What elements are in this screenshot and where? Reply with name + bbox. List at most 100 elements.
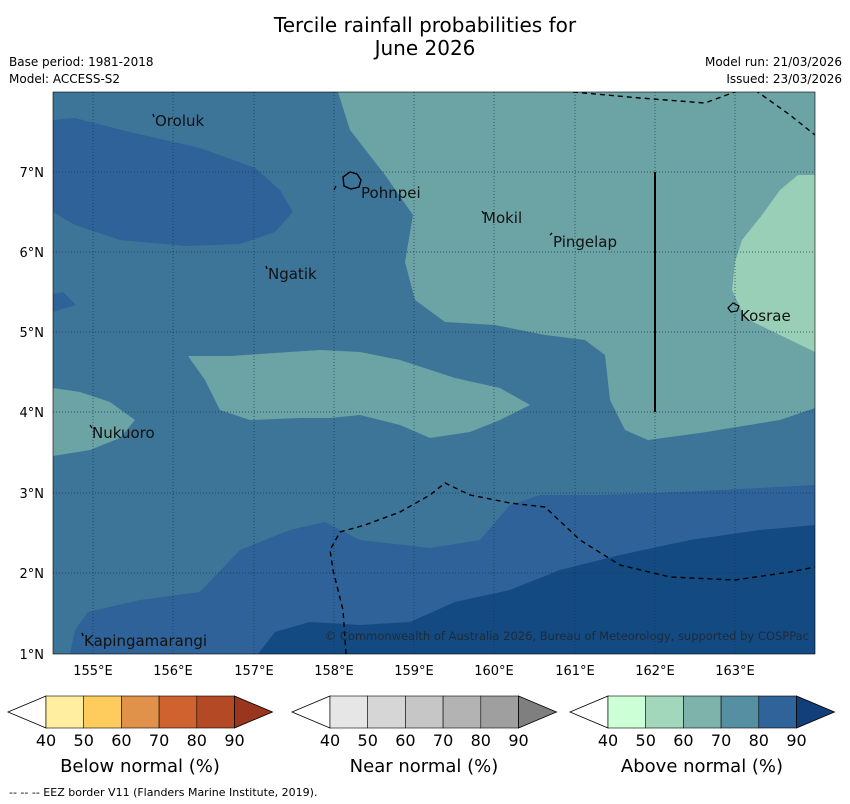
colorbar-titles: Below normal (%) Near normal (%) Above n… — [60, 756, 783, 777]
below-tick: 80 — [187, 731, 207, 750]
colorbar-below-normal: 40 50 60 70 80 90 — [6, 695, 274, 750]
label-kosrae: Kosrae — [740, 307, 791, 325]
page-title: Tercile rainfall probabilities for June … — [0, 14, 850, 60]
above-low-arrow — [568, 695, 609, 729]
label-oroluk: Oroluk — [155, 112, 204, 130]
label-mokil: Mokil — [483, 209, 522, 227]
label-kapingamarangi: Kapingamarangi — [84, 632, 207, 650]
below-tick: 90 — [224, 731, 244, 750]
field-above-45-50 — [732, 175, 815, 352]
field-above-50-60 — [338, 92, 815, 440]
above-tick: 60 — [673, 731, 693, 750]
latitude-labels: 7°N 6°N 5°N 4°N 3°N 2°N 1°N — [20, 166, 45, 663]
lat-label: 5°N — [20, 326, 45, 341]
label-pingelap: Pingelap — [553, 233, 617, 251]
near-high-arrow — [518, 695, 558, 729]
title-line-2: June 2026 — [374, 36, 476, 60]
lon-label: 161°E — [555, 664, 595, 679]
label-nukuoro: Nukuoro — [92, 424, 155, 442]
copyright-notice: © Commonwealth of Australia 2026, Bureau… — [325, 629, 809, 643]
near-tick: 60 — [395, 731, 415, 750]
pohnpei-island — [342, 171, 362, 190]
label-pohnpei: Pohnpei — [361, 184, 421, 202]
below-swatch — [196, 695, 235, 729]
above-tick: 80 — [749, 731, 769, 750]
colorbar-title-above: Above normal (%) — [621, 756, 783, 777]
above-swatch — [683, 695, 722, 729]
above-swatch — [758, 695, 797, 729]
below-tick: 40 — [36, 731, 56, 750]
near-swatch — [367, 695, 406, 729]
near-tick: 90 — [508, 731, 528, 750]
lon-label: 156°E — [153, 664, 193, 679]
eez-border-northeast — [756, 92, 815, 136]
near-tick: 40 — [320, 731, 340, 750]
near-swatch — [480, 695, 519, 729]
model-name: Model: ACCESS-S2 — [9, 72, 121, 86]
kosrae-island — [727, 302, 740, 313]
lat-label: 3°N — [20, 487, 45, 502]
lon-label: 157°E — [234, 664, 274, 679]
field-above-50-60-central — [188, 350, 530, 438]
below-swatch — [158, 695, 198, 729]
below-tick: 60 — [111, 731, 131, 750]
lon-label: 163°E — [715, 664, 755, 679]
footnote: -- -- -- EEZ border V11 (Flanders Marine… — [9, 786, 318, 799]
meta-right: Model run: 21/03/2026 Issued: 23/03/2026 — [705, 54, 842, 88]
atoll-marks — [81, 113, 553, 637]
graticule — [53, 92, 815, 654]
above-swatch — [645, 695, 684, 729]
colorbar-title-below: Below normal (%) — [60, 756, 220, 777]
near-tick: 50 — [358, 731, 378, 750]
model-run: Model run: 21/03/2026 — [704, 55, 842, 69]
near-swatch — [405, 695, 444, 729]
field-above-50-60-west — [53, 388, 135, 456]
issued-date: Issued: 23/03/2026 — [726, 72, 842, 86]
above-swatch — [720, 695, 760, 729]
near-low-arrow — [290, 695, 331, 729]
colorbar-above-normal: 40 50 60 70 80 90 — [568, 695, 836, 750]
lat-label: 2°N — [20, 567, 45, 582]
map-frame — [52, 91, 816, 655]
colorbar-near-normal: 40 50 60 70 80 90 — [290, 695, 558, 750]
field-above-70-80-small — [53, 292, 76, 312]
lat-label: 1°N — [20, 648, 45, 663]
near-tick: 80 — [471, 731, 491, 750]
probability-fields — [53, 92, 815, 654]
below-low-arrow — [6, 695, 47, 729]
below-swatch — [45, 695, 85, 729]
field-above-80-90 — [258, 525, 815, 654]
near-tick: 70 — [433, 731, 453, 750]
meta-left: Base period: 1981-2018 Model: ACCESS-S2 — [9, 54, 154, 88]
above-swatch — [607, 695, 647, 729]
above-tick: 40 — [598, 731, 618, 750]
lon-label: 160°E — [474, 664, 514, 679]
place-labels: Oroluk Pohnpei Mokil Pingelap Ngatik Kos… — [84, 112, 791, 650]
base-period: Base period: 1981-2018 — [9, 55, 154, 69]
eez-border-north — [572, 92, 737, 104]
above-high-arrow — [796, 695, 836, 729]
above-tick: 70 — [711, 731, 731, 750]
lon-label: 155°E — [73, 664, 113, 679]
below-swatch — [121, 695, 160, 729]
below-tick: 70 — [149, 731, 169, 750]
lat-label: 6°N — [20, 246, 45, 261]
below-tick: 50 — [74, 731, 94, 750]
near-swatch — [442, 695, 482, 729]
lat-label: 7°N — [20, 166, 45, 181]
ant-atoll — [333, 185, 337, 191]
eez-border-south — [329, 482, 815, 654]
title-line-1: Tercile rainfall probabilities for — [273, 13, 577, 37]
above-tick: 50 — [636, 731, 656, 750]
field-above-50-60-tongue — [465, 92, 655, 172]
below-swatch — [83, 695, 122, 729]
near-swatch — [329, 695, 369, 729]
lon-label: 162°E — [635, 664, 675, 679]
label-ngatik: Ngatik — [268, 265, 317, 283]
colorbar-title-near: Near normal (%) — [350, 756, 499, 777]
above-tick: 90 — [786, 731, 806, 750]
lon-label: 158°E — [314, 664, 354, 679]
lat-label: 4°N — [20, 406, 45, 421]
below-high-arrow — [234, 695, 274, 729]
